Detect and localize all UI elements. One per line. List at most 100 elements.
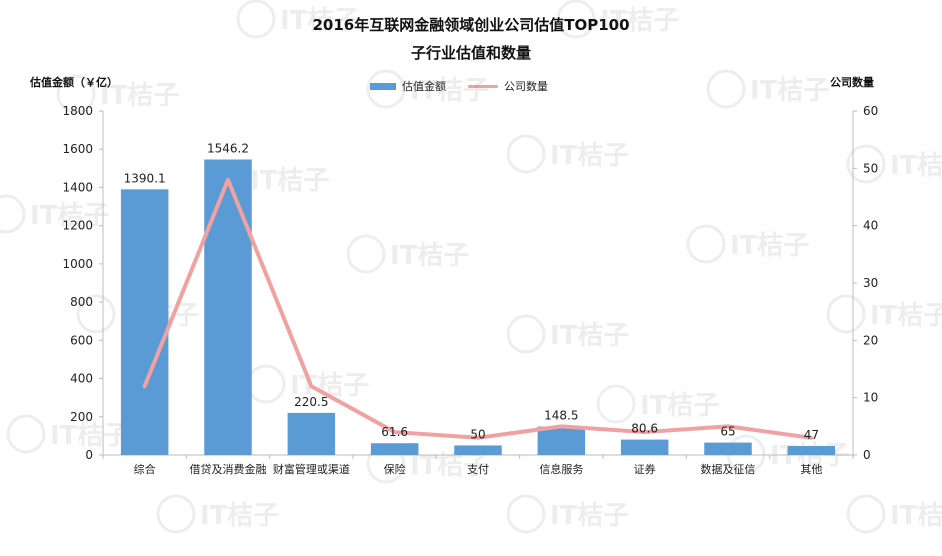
watermark-logo-icon [246,364,286,404]
watermark-logo-icon [506,494,546,534]
bar-data-label: 1390.1 [124,171,166,185]
line-point [143,384,147,388]
x-tick-label: 保险 [384,462,406,476]
watermark-logo-icon [0,194,26,234]
watermark: IT桔子 [506,314,629,354]
watermark-logo-icon [686,224,726,264]
watermark-text: IT桔子 [390,241,469,271]
y-tick-label-right: 10 [863,391,878,405]
legend-item-line: 公司数量 [468,78,548,94]
watermark-logo-icon [56,74,96,114]
watermark-logo-icon [506,314,546,354]
x-tick-label: 支付 [467,463,489,476]
legend-item-bar: 估值金额 [370,78,446,94]
watermark: IT桔子 [506,134,629,174]
y-tick-label-left: 400 [70,372,93,386]
chart-subtitle: 子行业估值和数量 [410,44,531,62]
y-tick-label-right: 0 [863,448,871,462]
line-point [809,436,813,440]
watermark-text: IT桔子 [410,76,489,106]
bar-data-label: 80.6 [631,422,658,436]
watermark-text: IT桔子 [550,501,629,531]
y-tick-label-left: 0 [85,448,93,462]
watermark: IT桔子 [366,69,489,109]
watermark-text: IT桔子 [600,6,679,36]
watermark-text: IT桔子 [730,231,809,261]
line-point [559,424,563,428]
watermark-text: IT桔子 [30,201,109,231]
bar [204,159,252,455]
watermark-text: IT桔子 [750,76,829,106]
watermark-text: IT桔子 [200,501,279,531]
watermark: IT桔子 [236,0,359,39]
bar-data-label: 47 [804,428,819,442]
line-point [226,178,230,182]
watermark-logo-icon [846,144,886,184]
bar-data-label: 148.5 [544,409,578,423]
bar-data-label: 61.6 [381,425,408,439]
watermark: IT桔子 [726,434,849,474]
bar [454,445,502,455]
bar-data-label: 50 [470,427,485,441]
legend-label-bar: 估值金额 [402,80,446,93]
y-tick-label-right: 30 [863,276,878,290]
watermark-text: IT桔子 [280,6,359,36]
watermark-logo-icon [236,0,276,39]
watermark: IT桔子 [506,494,629,534]
y-tick-label-left: 1600 [62,142,93,156]
bar [704,442,752,455]
watermark: IT桔子 [156,494,279,534]
y-tick-label-left: 1800 [62,104,93,118]
watermark-logo-icon [506,134,546,174]
watermark-logo-icon [6,414,46,454]
bar-data-label: 65 [720,425,735,439]
bar [787,446,836,455]
watermark: IT桔子 [246,364,369,404]
line-point [476,436,480,440]
line-point [643,430,647,434]
bar-data-label: 1546.2 [207,142,249,156]
x-tick-label: 数据及征信 [701,462,756,476]
y-tick-label-left: 1000 [62,257,93,271]
x-tick-label: 其他 [800,463,822,476]
y-tick-label-left: 800 [70,295,93,309]
watermark-text: IT桔子 [100,81,179,111]
x-tick-label: 证券 [634,462,656,476]
watermark-text: IT桔子 [770,441,849,471]
watermark: IT桔子 [366,444,489,484]
legend: 估值金额 公司数量 [370,78,570,94]
legend-label-line: 公司数量 [504,80,548,93]
watermark-logo-icon [706,69,746,109]
watermark: IT桔子 [56,74,179,114]
watermark-text: IT桔子 [550,141,629,171]
watermark-logo-icon [596,384,636,424]
watermark: IT桔子 [596,384,719,424]
y-tick-label-left: 1400 [62,180,93,194]
watermark-logo-icon [346,234,386,274]
bar [620,439,669,455]
watermark-text: IT桔子 [50,421,129,451]
legend-swatch-bar [370,82,396,90]
watermark-logo-icon [846,494,886,534]
line-point [726,424,730,428]
bar [537,426,586,455]
watermark: IT桔子 [346,234,469,274]
watermark-text: IT桔子 [640,391,719,421]
chart-title: 2016年互联网金融领域创业公司估值TOP100 [312,16,630,34]
watermark-text: IT桔子 [410,451,489,481]
watermark-text: IT桔子 [890,501,942,531]
line-point [309,384,313,388]
watermark-logo-icon [366,69,406,109]
bar [287,412,336,455]
watermark: IT桔子 [846,144,942,184]
watermark-logo-icon [76,294,116,334]
x-tick-label: 借贷及消费金融 [190,462,267,476]
watermark: IT桔子 [0,194,109,234]
bar [370,443,419,455]
y-tick-label-right: 50 [863,161,878,175]
line-point [393,430,397,434]
y-tick-label-right: 20 [863,333,878,347]
watermark: IT桔子 [6,414,129,454]
watermark-logo-icon [556,0,596,39]
